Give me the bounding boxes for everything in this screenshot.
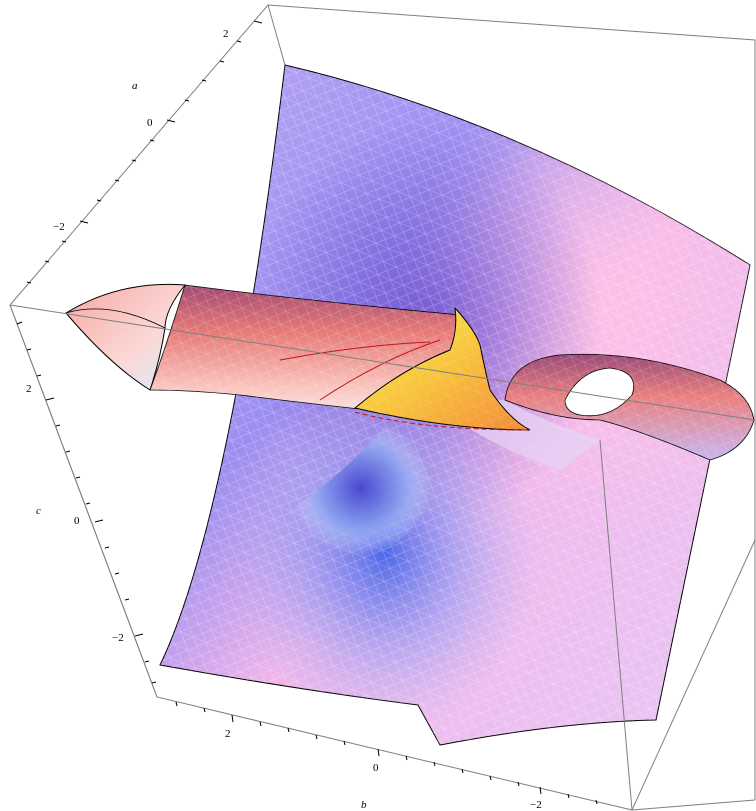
axis-a: 2 0 −2 a [26,20,263,284]
left-tube-cap [65,283,186,391]
a-tick-2: 0 [147,117,153,129]
a-axis-label: a [132,80,138,92]
intersection-curves [279,339,531,431]
b-tick-3: −2 [530,799,542,811]
a-tick-3: −2 [53,221,65,233]
axis-b: 2 0 −2 b [175,701,598,811]
right-tube [504,353,755,461]
axis-c: 2 0 −2 c [16,321,157,684]
b-axis-label: b [361,799,367,811]
c-tick-1: 2 [26,383,32,395]
c-tick-3: −2 [112,632,124,644]
c-tick-2: 0 [74,515,80,527]
bounding-box-front [9,304,756,811]
b-tick-2: 0 [373,762,379,774]
c-axis-label: c [36,505,41,517]
a-tick-1: 2 [223,28,229,40]
b-tick-1: 2 [225,728,231,740]
central-core [353,306,531,431]
